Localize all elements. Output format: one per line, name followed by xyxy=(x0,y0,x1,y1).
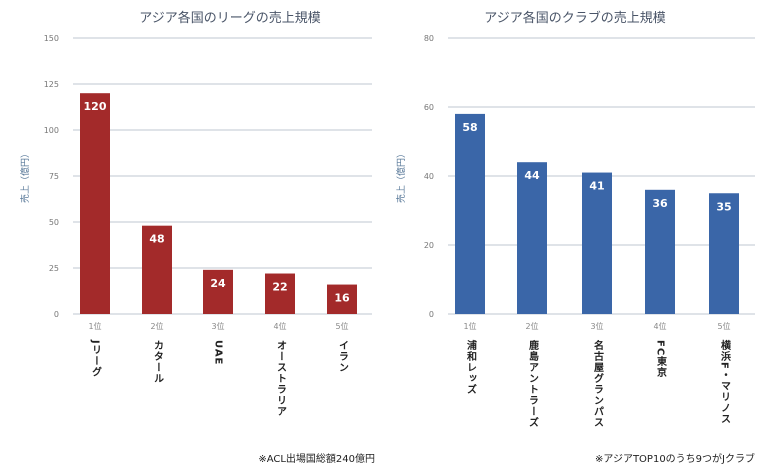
footnote: ※ACL出場国総額240億円 xyxy=(258,452,375,465)
rank-label: 2位 xyxy=(525,321,538,331)
bar xyxy=(455,113,485,315)
y-axis-label: 売上（億円） xyxy=(395,149,407,203)
y-tick-label: 80 xyxy=(424,34,434,43)
data-label: 35 xyxy=(716,200,731,213)
rank-label: 5位 xyxy=(335,321,348,331)
y-tick-label: 0 xyxy=(429,310,434,319)
bar xyxy=(80,93,110,314)
rank-label: 3位 xyxy=(590,321,603,331)
data-label: 36 xyxy=(652,197,668,210)
y-tick-label: 40 xyxy=(424,172,434,181)
x-category-label: カタール xyxy=(152,340,164,384)
bar xyxy=(709,193,739,314)
bar xyxy=(327,284,357,314)
x-category-label: 名古屋グランパス xyxy=(592,339,604,428)
x-category-label: オーストラリア xyxy=(275,340,287,417)
rank-label: 2位 xyxy=(150,321,163,331)
x-category-label: UAE xyxy=(213,340,224,365)
x-category-label: 横浜F・マリノス xyxy=(719,339,731,425)
x-category-label: Jリーグ xyxy=(90,339,102,378)
rank-label: 4位 xyxy=(653,321,666,331)
data-label: 120 xyxy=(84,100,107,113)
y-tick-label: 20 xyxy=(424,241,434,250)
chart-title: アジア各国のリーグの売上規模 xyxy=(139,10,320,26)
rank-label: 4位 xyxy=(273,321,286,331)
bar xyxy=(645,189,675,314)
bar xyxy=(582,172,612,314)
data-label: 41 xyxy=(589,180,604,193)
data-label: 44 xyxy=(524,169,540,182)
x-category-label: イラン xyxy=(337,340,349,373)
rank-label: 1位 xyxy=(463,321,476,331)
bar xyxy=(203,269,233,314)
rank-label: 1位 xyxy=(88,321,101,331)
data-label: 58 xyxy=(462,121,477,134)
y-tick-label: 150 xyxy=(44,34,59,43)
x-category-label: 鹿島アントラーズ xyxy=(527,339,539,428)
y-tick-label: 125 xyxy=(44,80,59,89)
bar xyxy=(517,162,547,314)
data-label: 22 xyxy=(272,281,287,294)
data-label: 48 xyxy=(149,233,164,246)
chart-title: アジア各国のクラブの売上規模 xyxy=(484,10,665,26)
bar xyxy=(265,273,295,314)
data-label: 16 xyxy=(334,292,350,305)
y-tick-label: 75 xyxy=(49,172,59,181)
y-tick-label: 100 xyxy=(44,126,59,135)
y-tick-label: 0 xyxy=(54,310,59,319)
x-category-label: 浦和レッズ xyxy=(465,339,478,395)
rank-label: 3位 xyxy=(211,321,224,331)
y-tick-label: 60 xyxy=(424,103,434,112)
x-category-label: FC東京 xyxy=(655,340,667,378)
footnote: ※アジアTOP10のうち9つがJクラブ xyxy=(595,452,755,465)
rank-label: 5位 xyxy=(717,321,730,331)
y-tick-label: 50 xyxy=(49,218,59,227)
y-axis-label: 売上（億円） xyxy=(19,149,31,203)
data-label: 24 xyxy=(210,277,226,290)
y-tick-label: 25 xyxy=(49,264,59,273)
bar xyxy=(142,225,172,314)
